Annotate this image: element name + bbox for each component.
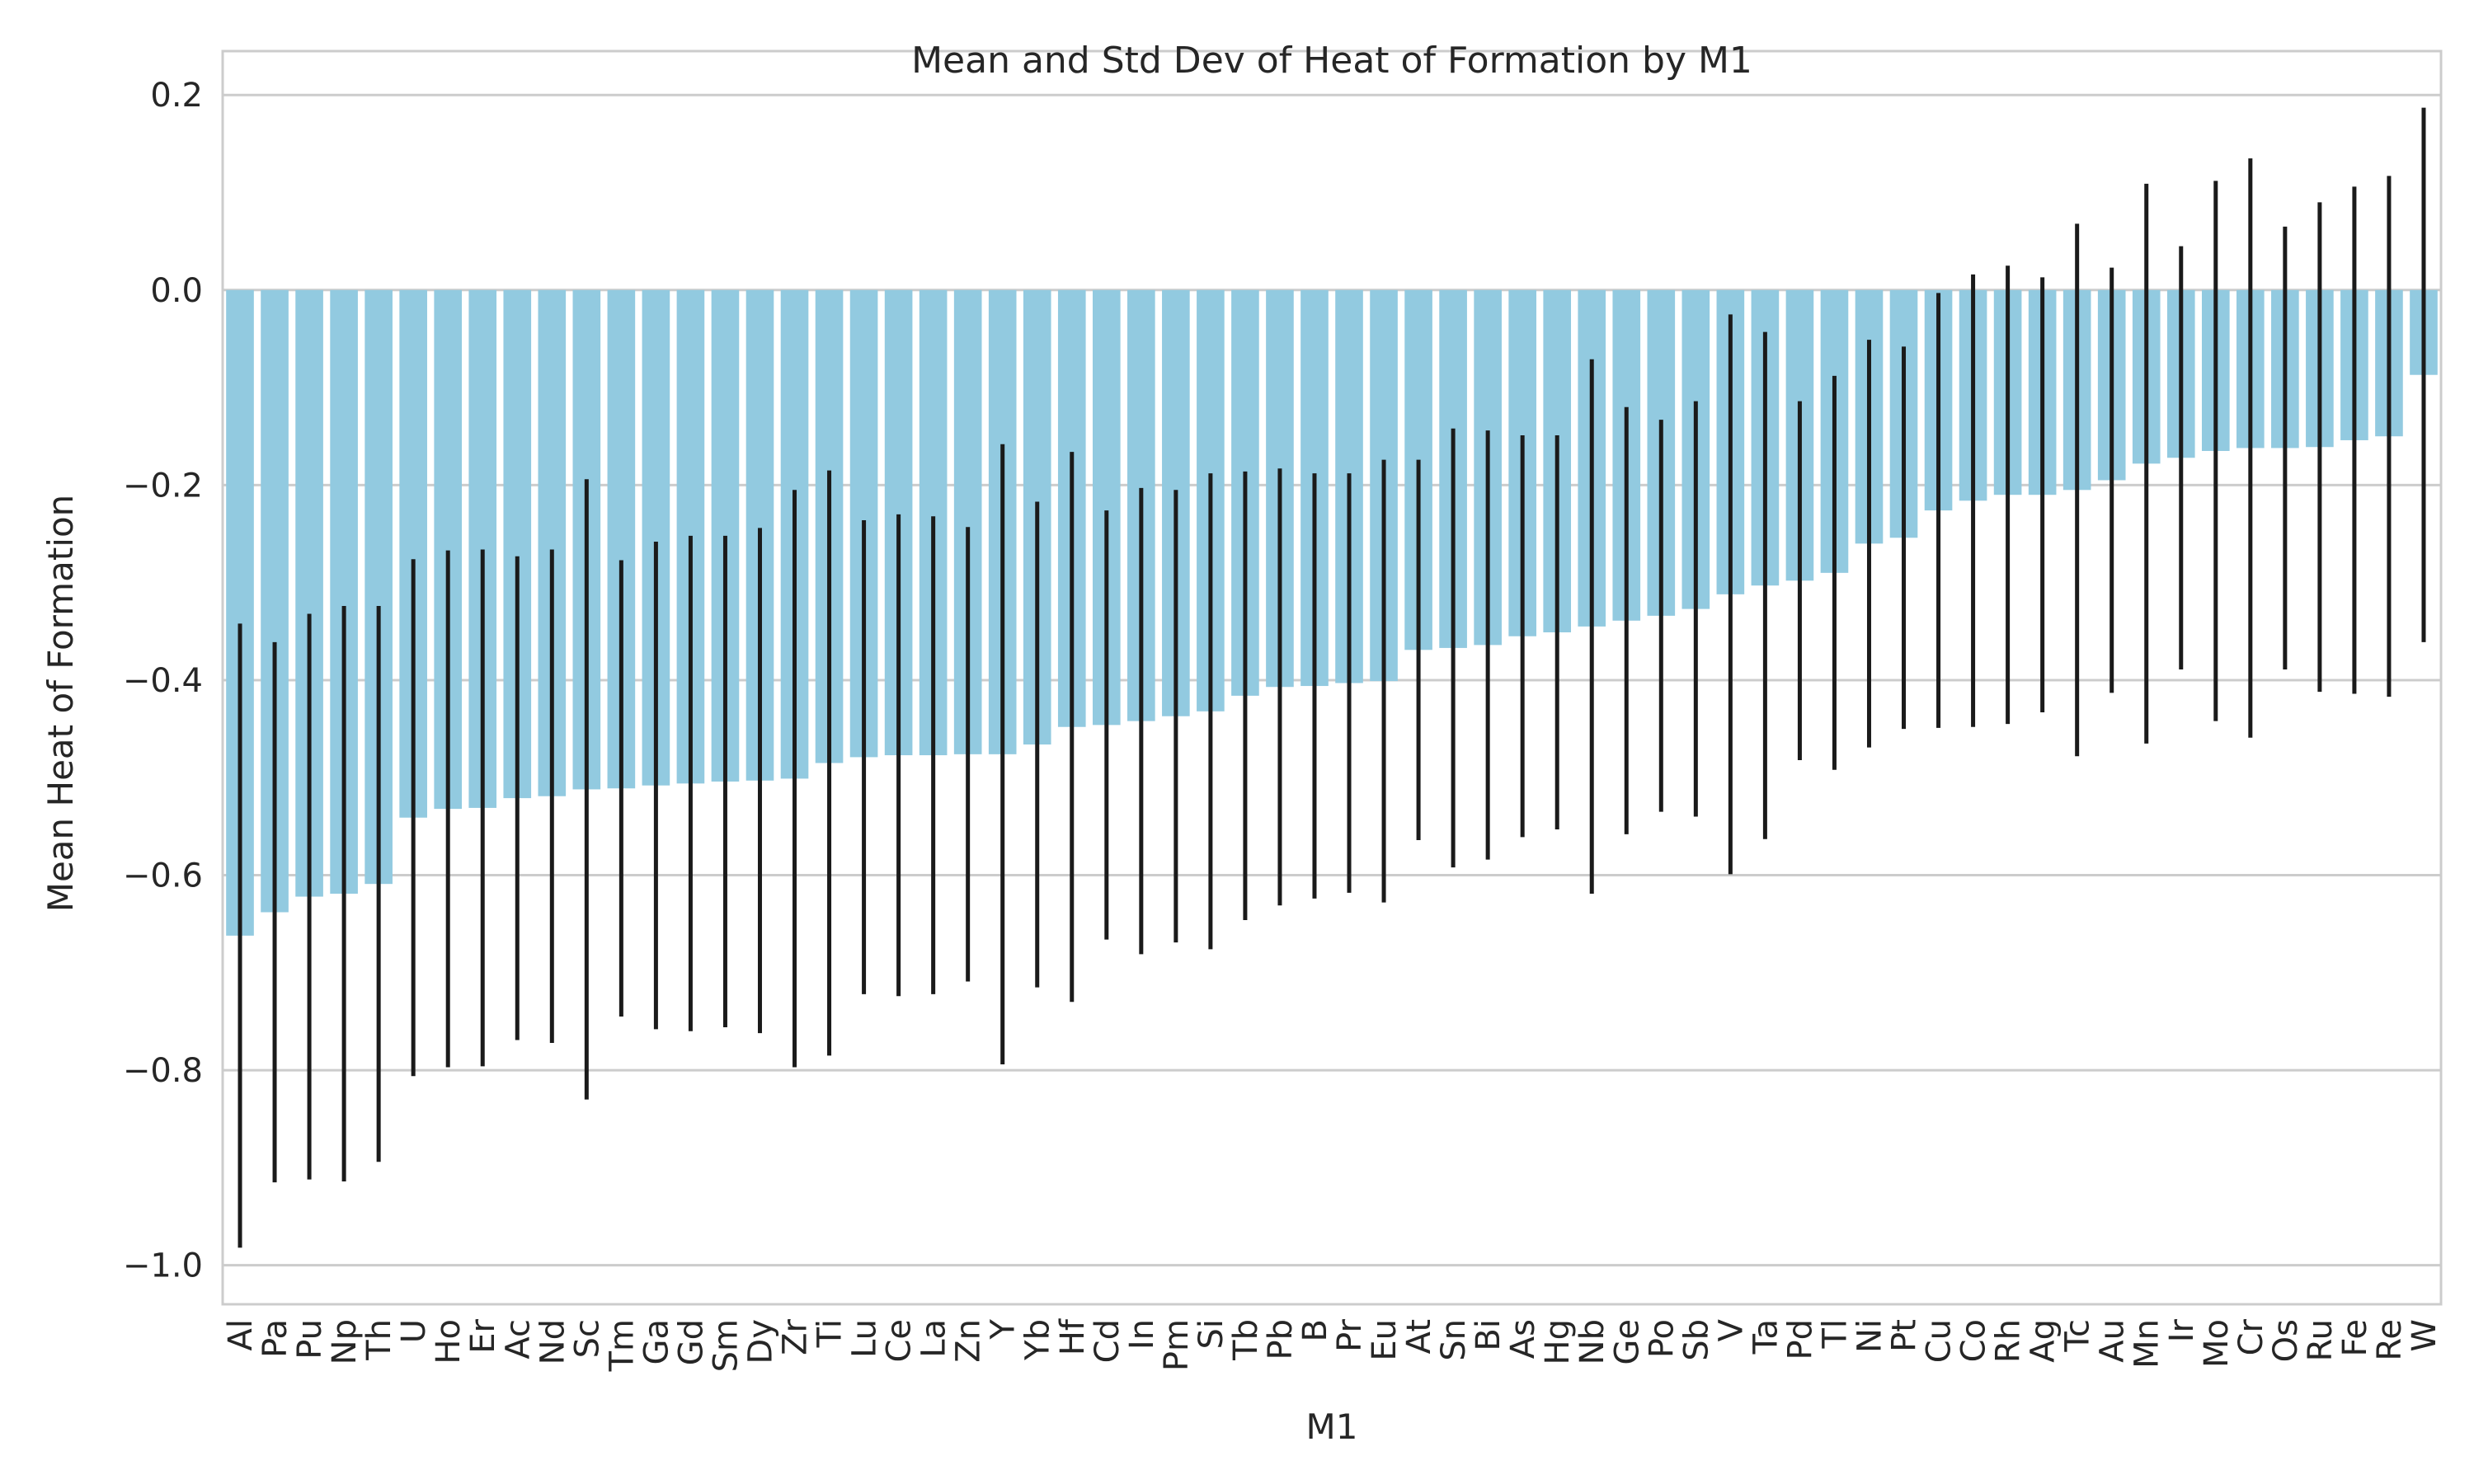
x-tick-label: Hf [1054,1318,1092,1355]
x-tick-label: Eu [1366,1319,1404,1361]
x-tick-label: Mn [2128,1319,2166,1369]
x-tick-label: Np [326,1319,364,1364]
plot-frame [221,49,2443,1306]
x-tick-label: Sm [707,1319,745,1372]
x-tick-label: Sn [1435,1319,1473,1361]
x-tick-label: Zr [777,1318,815,1355]
error-bars [238,107,2426,1248]
x-tick-label: V [1712,1318,1750,1341]
x-tick-label: Pt [1886,1319,1924,1352]
x-tick-label: Rh [1990,1319,2028,1363]
x-tick-label: Dy [741,1319,779,1364]
x-tick-labels: AlPaPuNpThUHoErAcNdScTmGaGdSmDyZrTiLuCeL… [222,1318,2443,1372]
x-tick-label: Er [464,1318,502,1353]
y-tick-label: 0.2 [150,77,203,115]
x-tick-label: Pr [1331,1318,1369,1351]
x-tick-label: Mo [2198,1319,2236,1368]
x-tick-label: Y [985,1318,1023,1340]
y-tick-label: −0.4 [123,662,203,700]
x-tick-label: Fe [2336,1319,2374,1356]
x-tick-label: At [1400,1319,1438,1354]
x-tick-label: W [2406,1319,2443,1352]
x-tick-label: Nb [1573,1319,1611,1364]
x-tick-label: Sc [568,1319,606,1358]
x-tick-label: Re [2371,1319,2409,1361]
x-tick-label: U [395,1319,433,1343]
x-tick-label: Cd [1089,1319,1126,1363]
x-tick-label: Ta [1747,1319,1785,1355]
x-tick-label: Al [222,1319,260,1350]
x-tick-label: Cu [1921,1319,1959,1363]
x-tick-label: Zn [950,1319,988,1363]
x-tick-label: Bi [1470,1319,1507,1351]
x-tick-label: Ge [1608,1319,1646,1365]
chart-title: Mean and Std Dev of Heat of Formation by… [911,40,1752,82]
y-axis-title: Mean Heat of Formation [40,495,81,913]
x-tick-label: Lu [846,1319,884,1358]
x-axis-title: M1 [1306,1407,1358,1447]
x-tick-label: Co [1955,1319,1993,1362]
x-tick-label: Pu [291,1319,329,1360]
x-tick-label: Pd [1781,1319,1819,1360]
x-tick-label: Th [360,1319,398,1361]
x-tick-label: Tl [1816,1319,1854,1350]
x-tick-label: B [1296,1319,1334,1341]
x-tick-label: Ti [811,1319,849,1348]
x-tick-label: Sb [1677,1319,1715,1361]
x-tick-label: In [1123,1319,1161,1350]
x-tick-label: Po [1643,1319,1681,1358]
x-tick-label: Gd [672,1319,710,1365]
y-tick-label: −0.2 [123,467,203,505]
x-tick-label: Ni [1851,1319,1888,1353]
x-tick-label: Nd [534,1319,571,1364]
y-tick-label: −1.0 [123,1247,203,1285]
x-tick-label: Pb [1262,1319,1300,1360]
x-tick-label: Tc [2059,1319,2097,1353]
y-tick-label: −0.6 [123,857,203,895]
x-tick-label: Pa [256,1319,294,1358]
x-tick-label: Au [2094,1319,2132,1363]
x-tick-label: Yb [1019,1319,1057,1361]
y-tick-labels: 0.2 0.0 −0.2 −0.4 −0.6 −0.8 −1.0 [123,77,203,1284]
y-tick-label: −0.8 [123,1052,203,1090]
x-tick-label: As [1504,1319,1542,1359]
x-tick-label: Ce [881,1319,919,1363]
x-tick-label: La [915,1319,953,1358]
x-tick-label: Tm [603,1319,641,1372]
x-tick-label: Hg [1539,1319,1577,1364]
x-tick-label: Ga [637,1319,675,1365]
x-tick-label: Ru [2302,1319,2340,1361]
x-tick-label: Pm [1158,1319,1196,1371]
x-tick-label: Si [1192,1319,1230,1350]
x-tick-label: Cr [2232,1318,2270,1355]
x-tick-label: Ac [499,1319,537,1360]
x-tick-label: Ag [2025,1319,2062,1363]
x-tick-label: Tb [1227,1319,1265,1361]
x-tick-label: Ir [2163,1318,2201,1342]
y-tick-label: 0.0 [150,272,203,310]
x-tick-label: Ho [430,1319,468,1364]
x-tick-label: Os [2267,1319,2305,1362]
